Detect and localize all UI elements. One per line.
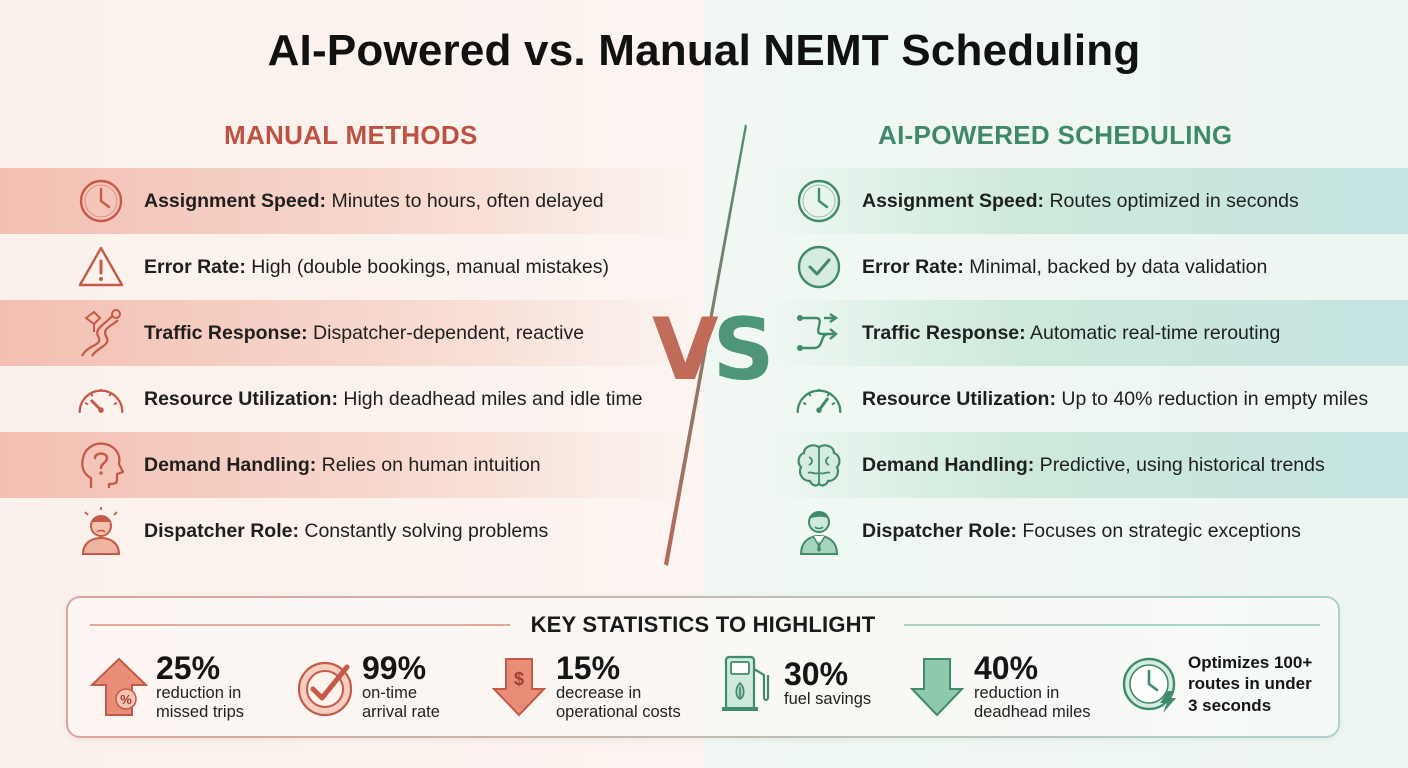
- ai-row-error-rate: Error Rate: Minimal, backed by data vali…: [760, 234, 1408, 300]
- stats-heading: KEY STATISTICS TO HIGHLIGHT: [530, 612, 876, 637]
- ai-row-text: Traffic Response: Automatic real-time re…: [862, 322, 1280, 345]
- stat-desc: Optimizes 100+ routes in under 3 seconds: [1188, 653, 1313, 715]
- check-circle-icon: [794, 242, 844, 292]
- gauge-high-icon: [794, 374, 844, 424]
- stat-route-speed: Optimizes 100+ routes in under 3 seconds: [1120, 652, 1312, 716]
- stat-on-time: 99% on-time arrival rate: [294, 652, 440, 722]
- professional-person-icon: [794, 506, 844, 556]
- head-question-icon: [76, 440, 126, 490]
- ai-row-text: Assignment Speed: Routes optimized in se…: [862, 190, 1299, 213]
- row-label: Dispatcher Role:: [144, 519, 299, 542]
- row-label: Resource Utilization:: [862, 387, 1056, 410]
- winding-road-icon: [76, 308, 126, 358]
- row-label: Assignment Speed:: [862, 189, 1045, 212]
- key-statistics-panel: KEY STATISTICS TO HIGHLIGHT % 25% reduct…: [66, 596, 1340, 738]
- stat-desc: reduction in missed trips: [156, 684, 245, 721]
- stat-value: 25%: [156, 650, 221, 686]
- row-label: Demand Handling:: [862, 453, 1035, 476]
- manual-row-demand-handling: Demand Handling: Relies on human intuiti…: [0, 432, 690, 498]
- stat-desc: reduction in deadhead miles: [974, 684, 1091, 721]
- percent-arrow-up-icon: %: [88, 656, 150, 718]
- manual-row-resource-utilization: Resource Utilization: High deadhead mile…: [0, 366, 690, 432]
- warning-triangle-icon: [76, 242, 126, 292]
- manual-row-text: Assignment Speed: Minutes to hours, ofte…: [144, 190, 604, 213]
- fast-clock-icon: [1120, 653, 1182, 715]
- ai-row-resource-utilization: Resource Utilization: Up to 40% reductio…: [760, 366, 1408, 432]
- row-label: Traffic Response:: [144, 321, 308, 344]
- row-value: Predictive, using historical trends: [1034, 453, 1325, 476]
- ai-row-text: Dispatcher Role: Focuses on strategic ex…: [862, 520, 1301, 543]
- manual-row-text: Error Rate: High (double bookings, manua…: [144, 256, 609, 279]
- manual-row-dispatcher-role: Dispatcher Role: Constantly solving prob…: [0, 498, 690, 564]
- clock-icon: [76, 176, 126, 226]
- svg-text:%: %: [120, 692, 132, 707]
- row-value: High (double bookings, manual mistakes): [245, 255, 609, 278]
- stats-divider-left: [90, 624, 510, 626]
- manual-row-text: Traffic Response: Dispatcher-dependent, …: [144, 322, 584, 345]
- target-check-icon: [294, 656, 356, 718]
- row-label: Error Rate:: [862, 255, 964, 278]
- row-value: Routes optimized in seconds: [1044, 189, 1299, 212]
- clock-icon: [794, 176, 844, 226]
- row-label: Dispatcher Role:: [862, 519, 1017, 542]
- row-label: Demand Handling:: [144, 453, 317, 476]
- manual-row-text: Resource Utilization: High deadhead mile…: [144, 388, 643, 411]
- stats-divider-right: [904, 624, 1320, 626]
- ai-row-assignment-speed: Assignment Speed: Routes optimized in se…: [760, 168, 1408, 234]
- stat-operational-costs: $ 15% decrease in operational costs: [488, 652, 681, 722]
- stat-desc: on-time arrival rate: [362, 684, 440, 721]
- ai-heading: AI-POWERED SCHEDULING: [878, 120, 1233, 150]
- brain-icon: [794, 440, 844, 490]
- gauge-low-icon: [76, 374, 126, 424]
- reroute-arrows-icon: [794, 308, 844, 358]
- manual-row-text: Dispatcher Role: Constantly solving prob…: [144, 520, 548, 543]
- ai-row-text: Resource Utilization: Up to 40% reductio…: [862, 388, 1368, 411]
- ai-row-text: Error Rate: Minimal, backed by data vali…: [862, 256, 1267, 279]
- stat-value: 30%: [784, 655, 849, 692]
- stat-fuel-savings: 30% fuel savings: [716, 652, 871, 714]
- row-value: Minutes to hours, often delayed: [326, 189, 604, 212]
- manual-row-error-rate: Error Rate: High (double bookings, manua…: [0, 234, 690, 300]
- manual-row-text: Demand Handling: Relies on human intuiti…: [144, 454, 541, 477]
- ai-row-dispatcher-role: Dispatcher Role: Focuses on strategic ex…: [760, 498, 1408, 564]
- ai-row-demand-handling: Demand Handling: Predictive, using histo…: [760, 432, 1408, 498]
- row-label: Assignment Speed:: [144, 189, 327, 212]
- svg-text:$: $: [514, 669, 524, 689]
- stat-desc: fuel savings: [784, 689, 872, 708]
- dollar-arrow-down-icon: $: [488, 656, 550, 718]
- fuel-pump-icon: [716, 652, 778, 714]
- row-value: Up to 40% reduction in empty miles: [1055, 387, 1369, 410]
- stressed-person-icon: [76, 506, 126, 556]
- manual-heading: MANUAL METHODS: [224, 120, 478, 150]
- stat-deadhead-miles: 40% reduction in deadhead miles: [906, 652, 1091, 722]
- manual-row-assignment-speed: Assignment Speed: Minutes to hours, ofte…: [0, 168, 690, 234]
- stat-value: 40%: [974, 650, 1039, 686]
- row-label: Traffic Response:: [862, 321, 1026, 344]
- stat-desc: decrease in operational costs: [556, 684, 681, 721]
- ai-row-traffic-response: Traffic Response: Automatic real-time re…: [760, 300, 1408, 366]
- row-label: Error Rate:: [144, 255, 246, 278]
- row-label: Resource Utilization:: [144, 387, 338, 410]
- row-value: Focuses on strategic exceptions: [1016, 519, 1301, 542]
- row-value: High deadhead miles and idle time: [337, 387, 643, 410]
- row-value: Relies on human intuition: [316, 453, 541, 476]
- arrow-down-icon: [906, 656, 968, 718]
- row-value: Minimal, backed by data validation: [963, 255, 1268, 278]
- row-value: Dispatcher-dependent, reactive: [307, 321, 585, 344]
- stat-missed-trips: % 25% reduction in missed trips: [88, 652, 244, 722]
- page-title: AI-Powered vs. Manual NEMT Scheduling: [267, 26, 1141, 75]
- manual-row-traffic-response: Traffic Response: Dispatcher-dependent, …: [0, 300, 690, 366]
- ai-row-text: Demand Handling: Predictive, using histo…: [862, 454, 1325, 477]
- stat-value: 99%: [362, 650, 427, 686]
- row-value: Constantly solving problems: [298, 519, 549, 542]
- row-value: Automatic real-time rerouting: [1025, 321, 1281, 344]
- stat-value: 15%: [556, 650, 621, 686]
